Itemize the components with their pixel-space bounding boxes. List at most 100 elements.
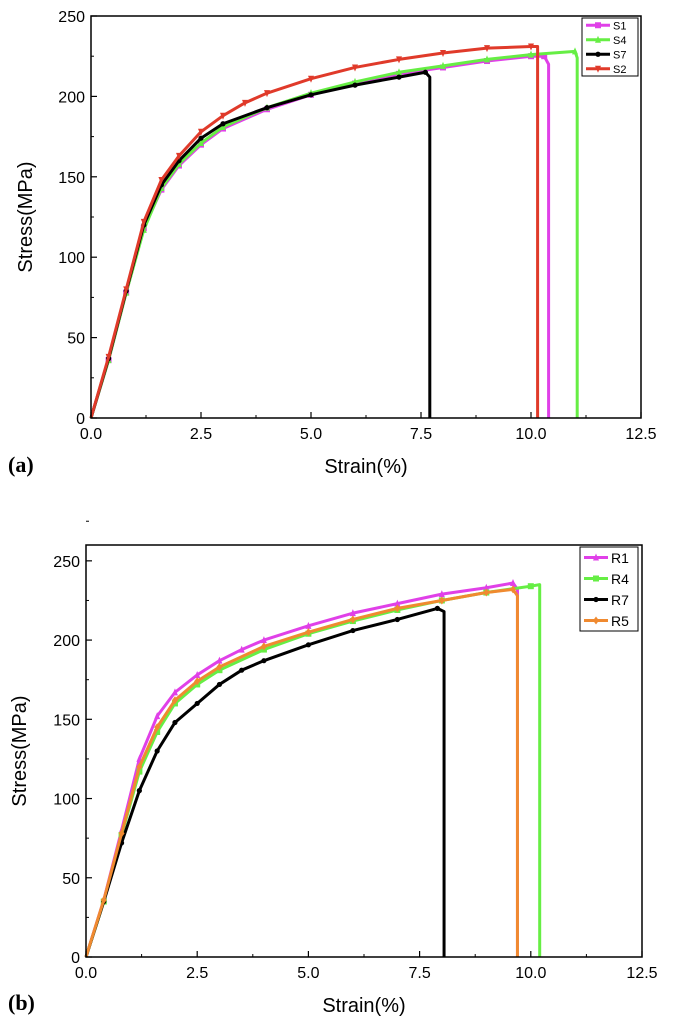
panel-label: (b)	[8, 990, 35, 1015]
data-point-R5	[305, 628, 312, 637]
y-tick-label: 100	[58, 250, 85, 267]
data-point-R5	[154, 723, 161, 732]
legend-marker	[595, 65, 601, 73]
y-tick-label: 50	[62, 871, 80, 888]
data-point-S2	[484, 45, 490, 53]
data-point-R1	[194, 670, 201, 678]
data-point-S2	[140, 218, 147, 226]
data-point-S2	[308, 75, 314, 83]
data-point-S2	[158, 177, 165, 185]
x-tick-label: 10.0	[515, 965, 546, 982]
series-line-R1	[84, 581, 519, 958]
data-point-R7	[136, 788, 142, 794]
legend-marker	[593, 575, 599, 582]
series-S2	[89, 43, 540, 419]
data-point-R5	[194, 677, 201, 686]
x-tick-label: 2.5	[190, 426, 212, 443]
series-line-R5	[84, 587, 519, 958]
data-point-R5	[216, 663, 223, 672]
legend-marker	[593, 596, 599, 603]
data-point-S2	[440, 49, 446, 57]
data-point-R5	[349, 615, 356, 624]
data-point-R7	[434, 605, 440, 611]
series-line-R7	[84, 606, 446, 958]
x-tick-label: 10.0	[515, 426, 546, 443]
y-tick-label: 100	[53, 792, 80, 809]
data-point-S4	[198, 139, 204, 147]
legend-item-S2: S2	[586, 64, 626, 76]
legend-box	[579, 546, 639, 632]
legend-label: R7	[611, 592, 629, 608]
series-line-S4	[89, 49, 579, 419]
y-tick-label: 250	[53, 554, 80, 571]
legend-marker	[595, 51, 601, 57]
data-point-R1	[171, 688, 178, 696]
legend-item-R1: R1	[584, 550, 629, 566]
data-point-R1	[394, 599, 401, 607]
data-point-S7	[396, 74, 402, 80]
legend-marker	[593, 616, 599, 625]
data-point-S2	[176, 152, 182, 160]
x-tick-label: 0.0	[80, 426, 102, 443]
series-line-R4	[84, 583, 542, 958]
x-axis-label: Strain(%)	[322, 995, 405, 1017]
legend-label: S1	[613, 20, 626, 32]
series-S1	[89, 53, 551, 419]
chart-a: 0.0 2.5 5.0 7.5 10.0 12.5 0 50 100 150 200 250 Strai…	[8, 9, 657, 478]
data-point-S2	[220, 112, 226, 120]
data-point-R7	[394, 616, 400, 623]
data-point-R5	[438, 596, 445, 605]
legend-marker	[593, 553, 599, 561]
y-tick-label: 150	[53, 712, 80, 729]
panel-label: (a)	[8, 452, 34, 477]
plot-frame	[85, 544, 643, 958]
x-tick-label: 7.5	[408, 965, 430, 982]
chart-b: 0.0 2.5 5.0 7.5 10.0 12.5 0 50 100 150 200 250 Strai…	[8, 520, 658, 1017]
legend-item-S7: S7	[586, 49, 626, 61]
data-point-R5	[100, 895, 107, 904]
data-point-S7	[352, 82, 358, 88]
data-point-S2	[396, 56, 402, 64]
legend-label: R5	[611, 613, 629, 629]
series-line-S2	[89, 45, 540, 419]
data-point-S4	[440, 61, 446, 69]
y-tick-label: 200	[53, 633, 80, 650]
x-tick-label: 5.0	[300, 426, 322, 443]
data-point-R7	[154, 748, 160, 754]
legend-label: S2	[613, 64, 626, 76]
legend-label: R1	[611, 550, 629, 566]
legend-label: S4	[613, 35, 626, 47]
x-tick-label: 2.5	[186, 965, 208, 982]
x-tick-label: 7.5	[410, 426, 432, 443]
y-tick-label: 0	[76, 411, 85, 428]
x-tick-label: 5.0	[297, 965, 319, 982]
legend: S1 S4 S7 S2	[581, 17, 639, 77]
series-line-S1	[89, 54, 551, 419]
data-point-S4	[528, 50, 534, 58]
data-point-R7	[261, 658, 267, 664]
data-point-S7	[198, 135, 204, 141]
data-point-S2	[264, 90, 270, 98]
data-point-S7	[264, 105, 270, 111]
y-tick-label: 200	[58, 89, 85, 106]
legend: R1 R4 R7 R5	[579, 546, 639, 632]
data-point-S1	[541, 53, 548, 60]
legend-item-R5: R5	[584, 613, 629, 629]
data-point-R1	[349, 609, 356, 617]
legend-box	[581, 17, 639, 77]
data-point-R1	[260, 636, 267, 644]
legend-label: R4	[611, 571, 629, 587]
data-point-R4	[154, 728, 161, 735]
legend-item-R7: R7	[584, 592, 629, 608]
data-point-S4	[572, 47, 578, 55]
data-point-R5	[260, 642, 267, 651]
series-R7	[84, 605, 446, 958]
x-tick-label: 0.0	[75, 965, 97, 982]
data-point-S2	[198, 128, 204, 136]
data-point-S7	[220, 121, 226, 127]
data-point-R1	[483, 583, 490, 591]
data-point-R7	[239, 667, 245, 673]
data-point-R7	[216, 681, 223, 688]
legend-label: S7	[613, 49, 626, 61]
